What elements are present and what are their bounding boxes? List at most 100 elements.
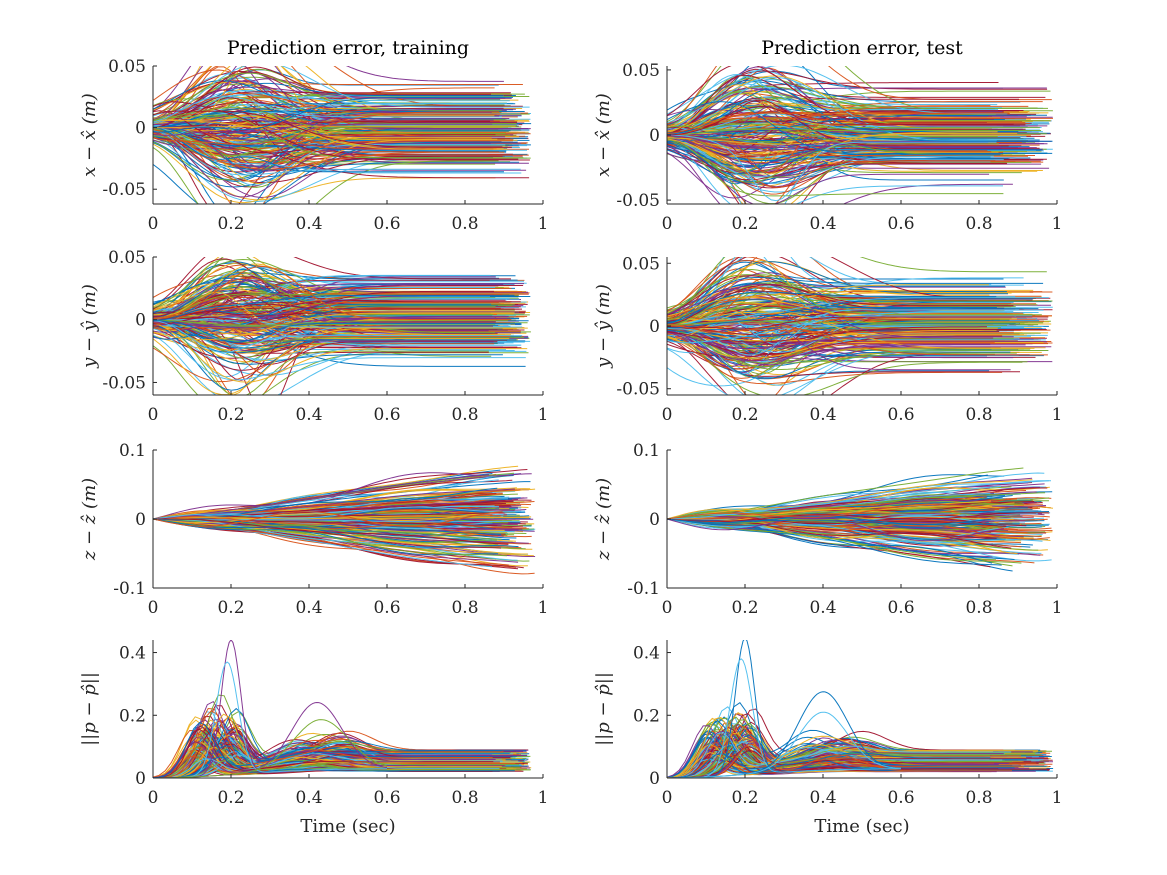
x-tick-label: 0.2 <box>731 788 758 808</box>
trace <box>153 126 522 157</box>
trace <box>667 66 1048 131</box>
traces-z_train <box>153 465 536 575</box>
trace <box>667 118 992 153</box>
trace <box>667 512 991 520</box>
trace <box>667 135 990 204</box>
trace <box>153 322 528 383</box>
subplot-y_test: 0 0.2 0.4 0.6 0.8 10.050-0.05y − ŷ (m) <box>593 254 1062 425</box>
trace <box>153 710 504 778</box>
x-tick-label: 1 <box>1052 598 1063 618</box>
trace <box>667 331 1014 349</box>
y-tick-label: 0.05 <box>622 61 660 81</box>
trace <box>153 95 502 123</box>
y-axis-label: x − x̂ (m) <box>79 93 100 177</box>
trace <box>153 120 491 129</box>
trace <box>153 257 511 306</box>
x-tick-label: 0.8 <box>965 788 992 808</box>
trace <box>153 66 491 128</box>
y-tick-label: -0.05 <box>616 380 660 400</box>
trace <box>153 312 515 341</box>
trace <box>667 327 1049 371</box>
y-tick-label: 0.2 <box>633 706 660 726</box>
trace <box>153 294 515 321</box>
trace <box>153 327 528 395</box>
trace <box>153 320 523 353</box>
x-tick-label: 0.2 <box>217 598 244 618</box>
traces-x_train <box>153 66 532 204</box>
y-tick-label: 0 <box>649 769 660 789</box>
x-tick-label: 0.2 <box>731 598 758 618</box>
trace <box>667 101 1001 156</box>
subplot-z_train: 0 0.2 0.4 0.6 0.8 10.10-0.1z − ẑ (m) <box>79 441 548 618</box>
x-tick-label: 1 <box>538 788 549 808</box>
trace <box>153 511 503 527</box>
y-tick-label: 0 <box>649 317 660 337</box>
y-tick-label: 0 <box>649 510 660 530</box>
trace <box>667 115 989 143</box>
trace <box>153 107 506 134</box>
trace <box>667 277 1024 329</box>
trace <box>153 108 506 138</box>
x-tick-label: 0.4 <box>809 598 836 618</box>
x-tick-label: 1 <box>1052 788 1063 808</box>
x-tick-label: 0.6 <box>887 405 914 425</box>
trace <box>667 332 1026 362</box>
trace <box>667 485 1002 520</box>
x-tick-label: 0.6 <box>887 788 914 808</box>
subplot-p_train: 0 0.2 0.4 0.6 0.8 1 0.4 0.2 0 ||p − p̂|| Time (sec… <box>79 640 548 837</box>
trace <box>667 283 994 339</box>
trace <box>153 295 490 321</box>
subplot-x_train: 0 0.2 0.4 0.6 0.8 10.050-0.05x − x̂ (m)Predic… <box>79 37 548 234</box>
subplot-x_test: 0 0.2 0.4 0.6 0.8 10.050-0.05x − x̂ (m)Predic… <box>593 37 1062 234</box>
trace <box>667 325 995 343</box>
y-tick-label: -0.05 <box>102 180 146 200</box>
trace <box>153 277 529 321</box>
trace <box>667 309 1019 345</box>
x-tick-label: 0.2 <box>731 214 758 234</box>
y-axis-label: z − ẑ (m) <box>79 478 100 561</box>
y-tick-label: 0 <box>649 126 660 146</box>
trace <box>153 101 530 161</box>
trace <box>667 291 997 324</box>
x-tick-label: 0 <box>662 788 673 808</box>
trace <box>667 326 991 366</box>
trace <box>153 518 499 556</box>
trace <box>153 265 512 321</box>
trace <box>667 136 994 184</box>
x-tick-label: 0.8 <box>451 788 478 808</box>
trace <box>153 759 520 778</box>
y-tick-label: -0.05 <box>616 191 660 211</box>
x-tick-label: 0.6 <box>373 788 400 808</box>
x-tick-label: 0.2 <box>731 405 758 425</box>
trace <box>667 743 1012 778</box>
trace <box>667 324 1014 359</box>
trace <box>153 127 494 172</box>
x-tick-label: 0.4 <box>809 214 836 234</box>
trace <box>153 319 508 326</box>
trace <box>667 329 997 359</box>
x-tick-label: 0 <box>148 598 159 618</box>
traces-x_test <box>667 66 1053 204</box>
trace <box>153 518 519 548</box>
x-tick-label: 0.4 <box>295 788 322 808</box>
trace <box>667 752 1042 778</box>
trace <box>667 274 1038 311</box>
trace <box>153 130 521 176</box>
subplot-z_test: 0 0.2 0.4 0.6 0.8 10.10-0.1z − ẑ (m) <box>593 441 1062 618</box>
y-tick-label: 0.05 <box>622 254 660 274</box>
trace <box>667 259 998 329</box>
x-tick-label: 0 <box>148 405 159 425</box>
trace <box>153 66 504 110</box>
x-tick-label: 0.4 <box>809 405 836 425</box>
x-axis-label: Time (sec) <box>814 816 909 837</box>
trace <box>667 76 1046 135</box>
trace <box>667 128 1042 136</box>
trace <box>667 138 1042 175</box>
trace <box>667 329 1023 395</box>
trace <box>667 303 1036 321</box>
x-tick-label: 0.8 <box>451 598 478 618</box>
x-tick-label: 0 <box>662 405 673 425</box>
trace <box>667 323 1016 331</box>
x-tick-label: 0 <box>148 788 159 808</box>
